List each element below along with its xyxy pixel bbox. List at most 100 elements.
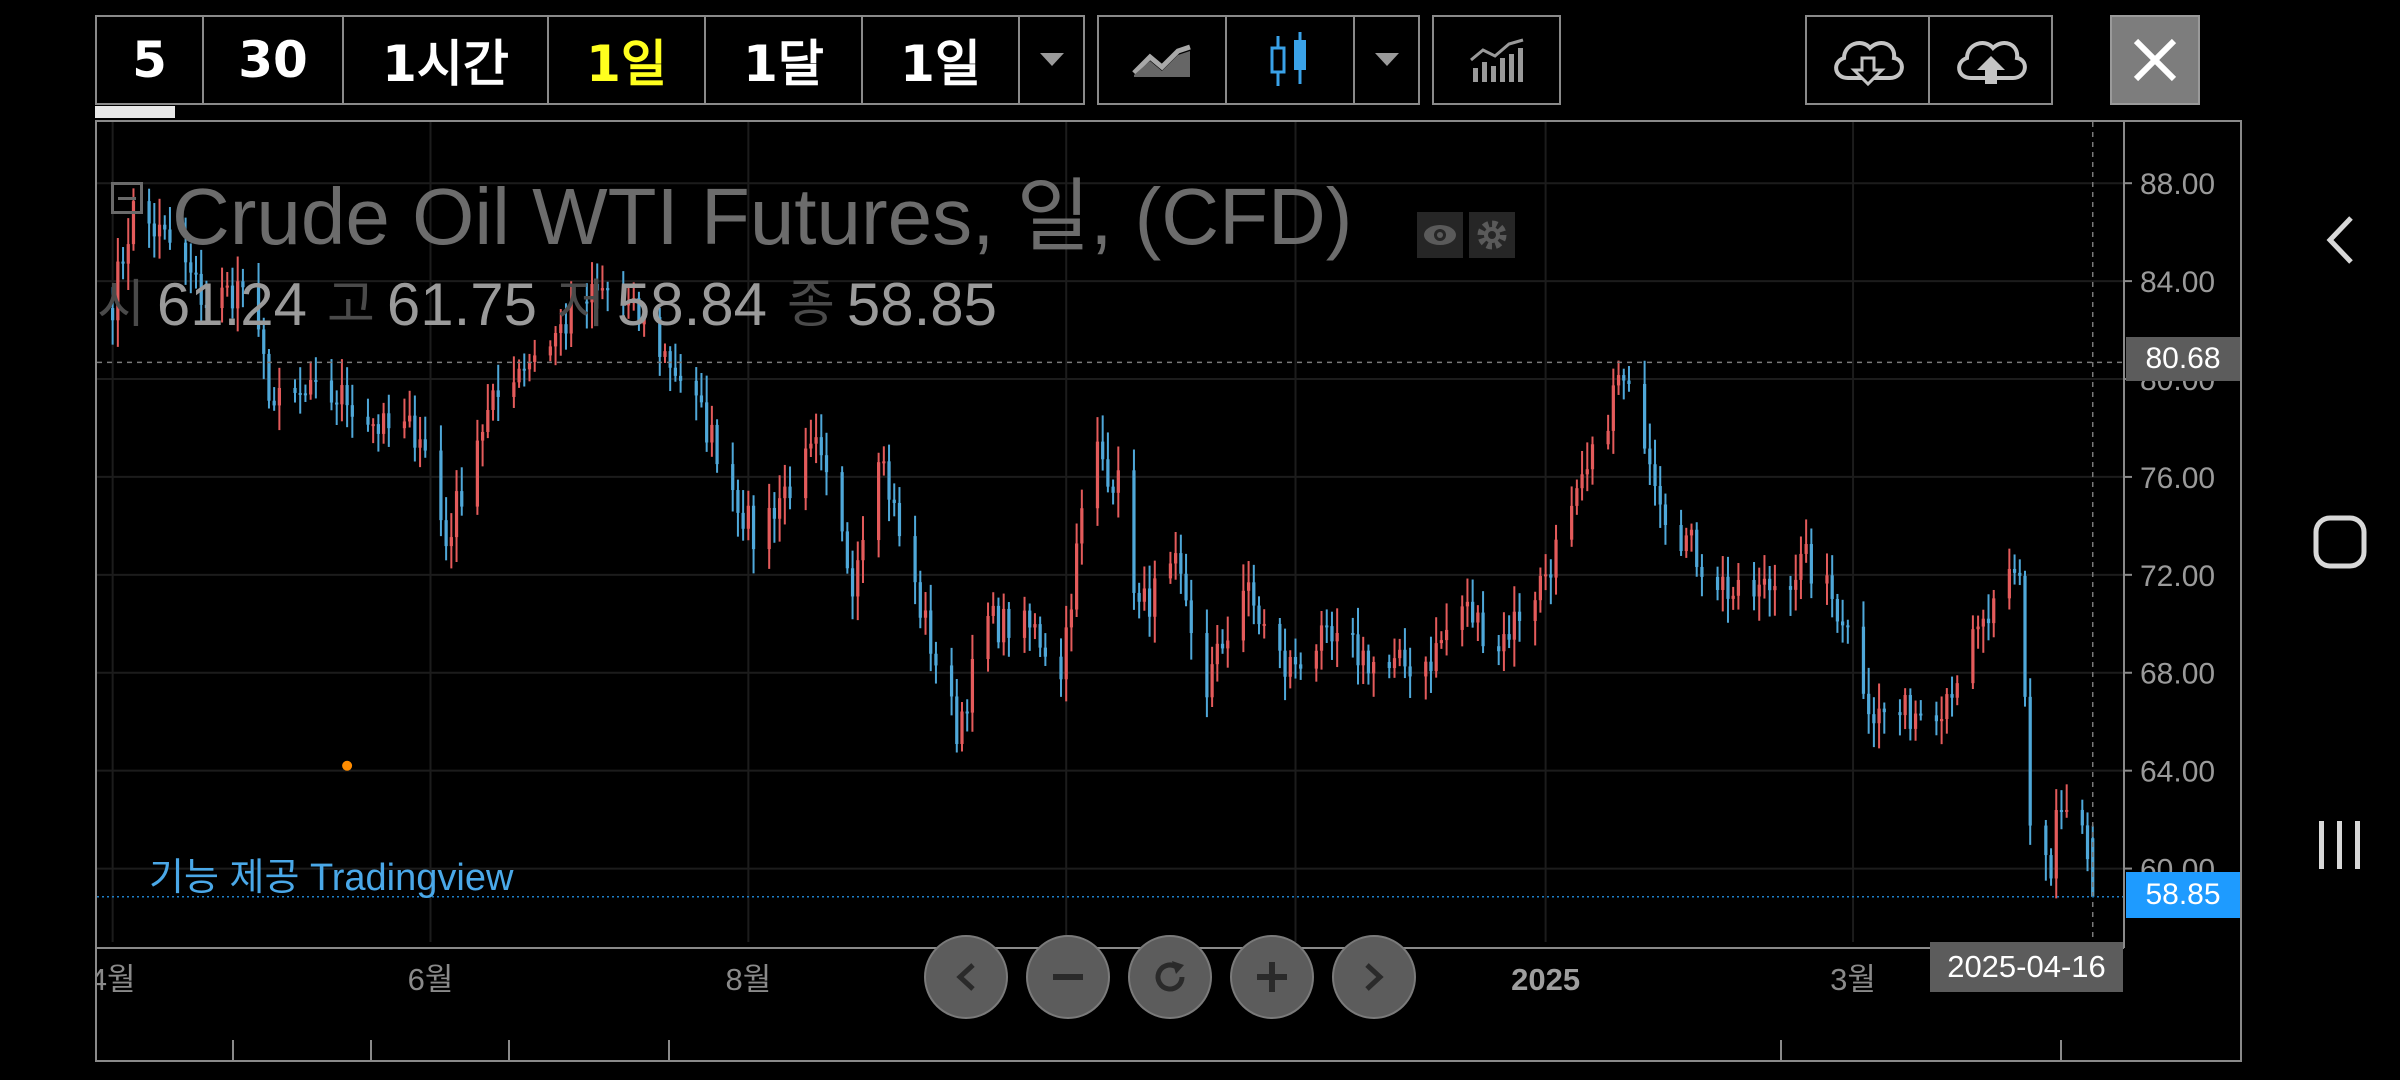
- home-nav-button[interactable]: [2280, 510, 2400, 574]
- candle-down: [1622, 375, 1626, 381]
- candle-up: [418, 439, 422, 448]
- candle-up: [2054, 810, 2058, 879]
- candle-up: [1174, 553, 1178, 564]
- candle-down: [658, 317, 662, 357]
- candle-up: [1361, 650, 1365, 666]
- y-tick-label: 64.00: [2140, 756, 2215, 789]
- candle-down: [1043, 647, 1047, 657]
- interval-1m-button[interactable]: 1달: [706, 17, 863, 103]
- candle-down: [1481, 612, 1485, 647]
- chart-type-more-button[interactable]: [1355, 17, 1418, 103]
- candle-down: [496, 390, 500, 397]
- price-chart[interactable]: 88.0084.0080.0076.0072.0068.0064.0060.00…: [97, 122, 2240, 1060]
- line-chart-button[interactable]: [1099, 17, 1227, 103]
- candle-up: [1799, 553, 1803, 580]
- cloud-toolbar: [1805, 15, 2053, 105]
- y-tick-label: 72.00: [2140, 560, 2215, 593]
- candle-down: [1429, 661, 1433, 672]
- candle-down: [736, 490, 740, 513]
- candle-up: [1940, 719, 1944, 722]
- tradingview-attribution[interactable]: 기능 제공 Tradingview: [149, 857, 514, 899]
- zoom-in-icon: [1257, 962, 1287, 992]
- candle-down: [705, 402, 709, 443]
- candlestick-button[interactable]: [1227, 17, 1355, 103]
- candle-down: [1471, 601, 1475, 623]
- candle-up: [1319, 625, 1324, 651]
- candle-down: [1330, 626, 1334, 642]
- candle-up: [2007, 568, 2011, 599]
- candle-up: [1575, 488, 1579, 506]
- candle-down: [2044, 825, 2048, 856]
- zoom-out-icon: [1053, 974, 1083, 980]
- interval-30m-button[interactable]: 30: [204, 17, 344, 103]
- candle-down: [1387, 662, 1391, 669]
- peek-divider-c: [508, 1040, 510, 1060]
- candle-down: [256, 287, 261, 330]
- scroll-left-button[interactable]: [924, 935, 1008, 1019]
- x-tick-label: 2025: [1511, 962, 1580, 997]
- back-nav-button[interactable]: [2280, 210, 2400, 270]
- interval-1d-button[interactable]: 1일: [549, 17, 706, 103]
- candle-up: [1684, 535, 1688, 552]
- scroll-right-button[interactable]: [1332, 935, 1416, 1019]
- candle-up: [1064, 627, 1068, 680]
- low-value: 58.84: [616, 271, 767, 338]
- close-button[interactable]: [2110, 15, 2200, 105]
- cloud-download-button[interactable]: [1807, 17, 1930, 103]
- interval-1h-button[interactable]: 1시간: [344, 17, 549, 103]
- legend-visibility-button[interactable]: [1417, 212, 1463, 258]
- candle-up: [1877, 708, 1881, 724]
- candle-down: [1351, 632, 1355, 635]
- interval-more-button[interactable]: [1020, 17, 1083, 103]
- open-label: 시: [97, 276, 145, 334]
- candle-up: [1971, 629, 1975, 684]
- chart-frame[interactable]: 88.0084.0080.0076.0072.0068.0064.0060.00…: [95, 120, 2242, 1062]
- candle-down: [303, 393, 308, 396]
- zoom-out-button[interactable]: [1026, 935, 1110, 1019]
- x-tick-label: 6월: [408, 962, 454, 997]
- candle-down: [949, 665, 954, 697]
- candle-down: [1507, 634, 1511, 640]
- candle-down: [1101, 441, 1105, 460]
- candles: [111, 188, 2095, 899]
- candle-up: [236, 281, 240, 309]
- candle-down: [163, 224, 167, 230]
- interval-5m-button[interactable]: 5: [97, 17, 204, 103]
- zoom-in-button[interactable]: [1230, 935, 1314, 1019]
- candle-down: [1028, 610, 1032, 628]
- candle-down: [1679, 525, 1683, 552]
- legend-settings-button[interactable]: [1469, 212, 1515, 258]
- candle-up: [371, 424, 375, 427]
- candle-up: [402, 421, 407, 429]
- high-value: 61.75: [386, 271, 537, 338]
- candle-up: [804, 448, 808, 499]
- candle-down: [1220, 643, 1225, 649]
- candle-up: [1095, 441, 1100, 509]
- recents-nav-button[interactable]: [2280, 815, 2400, 875]
- candle-up: [1762, 578, 1767, 585]
- candle-down: [2012, 568, 2017, 573]
- candle-up: [960, 711, 964, 744]
- candle-up: [1444, 629, 1449, 641]
- candle-up: [1168, 563, 1173, 579]
- candle-up: [1262, 623, 1266, 626]
- candle-down: [1189, 600, 1193, 634]
- legend-collapse-toggle[interactable]: [111, 182, 143, 214]
- candle-up: [1210, 664, 1214, 698]
- candle-up: [512, 382, 516, 397]
- candle-up: [856, 560, 860, 597]
- candle-down: [522, 368, 526, 371]
- interval-range-button[interactable]: 1일: [863, 17, 1020, 103]
- candle-up: [1825, 575, 1829, 584]
- eye-icon: [1424, 225, 1456, 245]
- reset-chart-button[interactable]: [1128, 935, 1212, 1019]
- cloud-upload-button[interactable]: [1930, 17, 2051, 103]
- candle-down: [1132, 470, 1136, 593]
- candle-down: [996, 605, 1001, 643]
- candle-up: [1580, 474, 1584, 489]
- candle-down: [1137, 592, 1141, 602]
- candle-down: [444, 520, 448, 547]
- indicators-button[interactable]: [1434, 17, 1559, 103]
- candle-down: [1830, 575, 1834, 599]
- candle-down: [241, 281, 245, 288]
